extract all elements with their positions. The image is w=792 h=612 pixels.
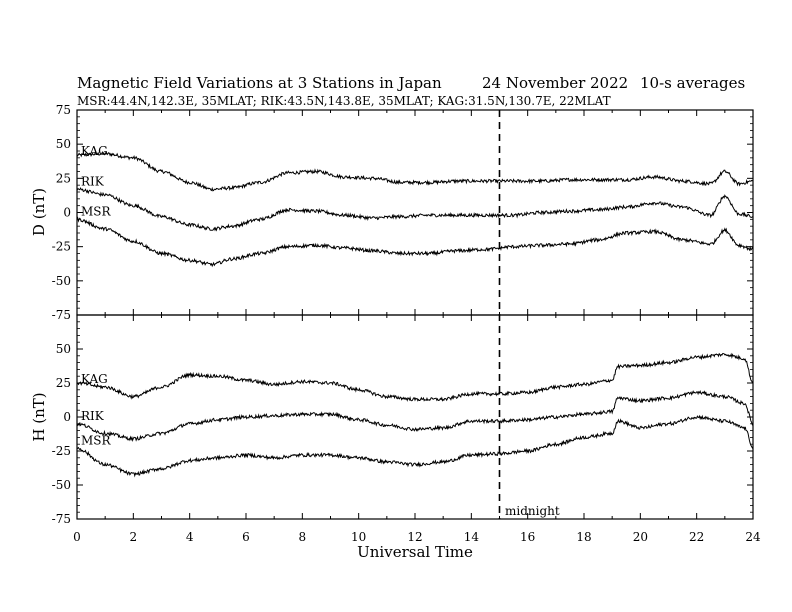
x-tick-label: 10 xyxy=(351,530,366,544)
series-line-kag xyxy=(76,352,754,402)
series-line-msr xyxy=(76,414,754,478)
chart-title: Magnetic Field Variations at 3 Stations … xyxy=(77,74,442,92)
series-label-rik: RIK xyxy=(81,409,105,423)
y-tick-label: -75 xyxy=(52,308,71,322)
y-tick-label: 50 xyxy=(56,137,71,151)
chart-averaging: 10-s averages xyxy=(640,74,745,92)
series-label-kag: KAG xyxy=(81,144,108,158)
x-tick-label: 18 xyxy=(576,530,591,544)
midnight-annotation: midnight xyxy=(505,504,560,518)
y-tick-label: 75 xyxy=(56,103,71,117)
x-tick-label: 20 xyxy=(633,530,648,544)
series-line-msr xyxy=(76,216,754,268)
station-info: MSR:44.4N,142.3E, 35MLAT; RIK:43.5N,143.… xyxy=(77,94,611,108)
x-tick-label: 8 xyxy=(299,530,307,544)
series-label-msr: MSR xyxy=(81,433,112,447)
x-tick-label: 4 xyxy=(186,530,194,544)
y-tick-label: -25 xyxy=(52,240,71,254)
y-tick-label: 25 xyxy=(56,171,71,185)
series-label-msr: MSR xyxy=(81,204,112,218)
x-tick-label: 6 xyxy=(242,530,250,544)
x-tick-label: 12 xyxy=(407,530,422,544)
x-tick-label: 22 xyxy=(689,530,704,544)
y-tick-label: -25 xyxy=(52,444,71,458)
y-tick-label: 0 xyxy=(63,410,71,424)
y-tick-label: -50 xyxy=(52,274,71,288)
x-tick-label: 0 xyxy=(73,530,81,544)
bottom-ylabel: H (nT) xyxy=(30,392,48,441)
series-line-rik xyxy=(76,389,754,443)
x-axis-label: Universal Time xyxy=(357,543,473,561)
series-line-kag xyxy=(76,150,754,192)
x-tick-label: 2 xyxy=(130,530,138,544)
x-tick-label: 14 xyxy=(464,530,480,544)
y-tick-label: 0 xyxy=(63,206,71,220)
y-tick-label: 50 xyxy=(56,342,71,356)
top-panel-frame xyxy=(76,109,754,316)
y-tick-label: -50 xyxy=(52,478,71,492)
x-tick-label: 24 xyxy=(745,530,761,544)
chart-date: 24 November 2022 xyxy=(482,74,628,92)
series-label-kag: KAG xyxy=(81,372,108,386)
top-ylabel: D (nT) xyxy=(30,188,48,236)
x-tick-label: 16 xyxy=(520,530,535,544)
y-tick-label: -75 xyxy=(52,512,71,526)
bottom-panel-frame xyxy=(76,314,754,520)
series-line-rik xyxy=(76,187,754,232)
y-tick-label: 25 xyxy=(56,376,71,390)
series-label-rik: RIK xyxy=(81,174,105,188)
chart-marks: 75 50 25 0 -25 -50 -75 KAG RIK MSR 50 25 0 -25 -50 -75 K… xyxy=(52,103,761,544)
